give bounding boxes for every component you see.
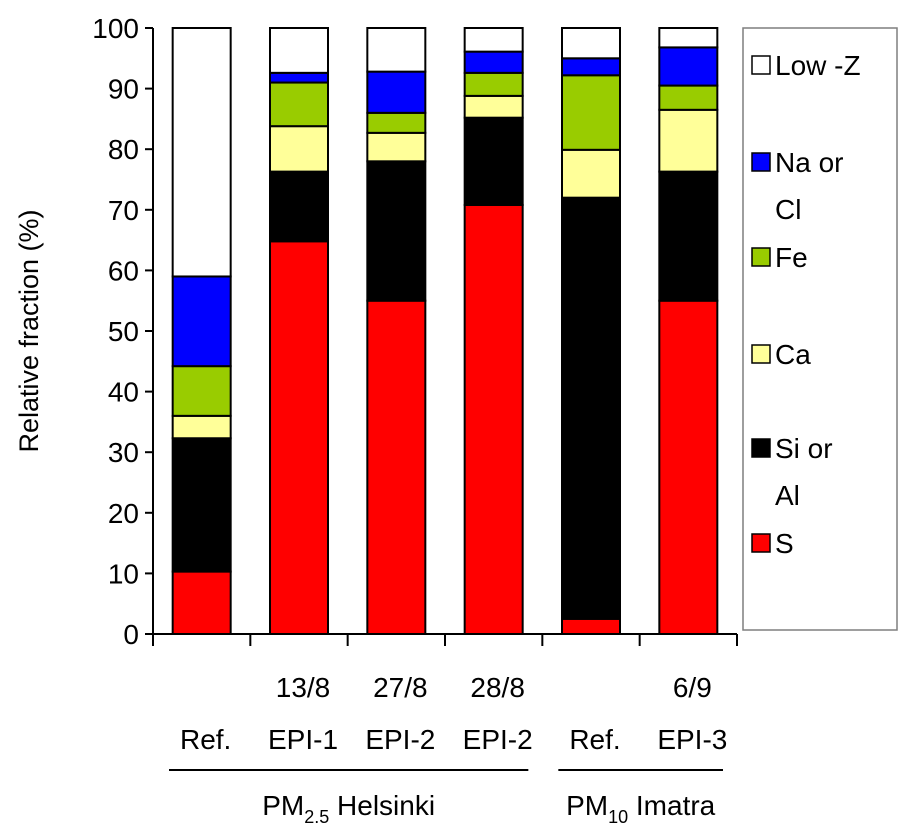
legend-label-na-or-cl: Cl: [775, 194, 801, 225]
y-tick-label: 90: [108, 74, 139, 105]
bar-segment-low-z-5: [658, 27, 719, 49]
bar-segment-ca-3: [463, 94, 524, 119]
y-tick-label: 0: [123, 619, 139, 650]
y-tick-label: 10: [108, 558, 139, 589]
y-tick-label: 60: [108, 255, 139, 286]
legend-box: [742, 27, 898, 631]
legend-swatch-s: [751, 533, 771, 553]
x-tick-label: EPI-3: [657, 724, 727, 755]
legend-label-si-or-al: Al: [775, 480, 800, 511]
group-label: PM10 Imatra: [566, 790, 716, 827]
x-tick-label: EPI-2: [365, 724, 435, 755]
bar-segment-low-z-3: [463, 27, 524, 53]
y-tick-label: 80: [108, 134, 139, 165]
bar-segment-fe-1: [269, 81, 329, 128]
bar-segment-fe-5: [658, 84, 719, 111]
legend: Low -Z Na or Cl Fe Ca Si or Al S: [742, 27, 898, 631]
bar-segment-s-0: [171, 570, 232, 636]
bar-segment-fe-4: [561, 74, 621, 151]
bars-layer: [171, 27, 719, 636]
legend-label-fe: Fe: [775, 242, 808, 273]
x-tick-label: EPI-2: [463, 724, 533, 755]
bar-segment-ca-0: [171, 414, 232, 440]
bar-segment-ca-1: [269, 125, 329, 173]
bar-segment-ca-2: [366, 131, 427, 163]
bar-segment-si-or-al-0: [171, 437, 232, 573]
legend-label-ca: Ca: [775, 339, 811, 370]
bar-segment-na-or-cl-5: [658, 46, 719, 87]
x-tick-date-label: 6/9: [673, 672, 712, 703]
bar-segment-low-z-1: [269, 27, 329, 74]
y-tick-label: 70: [108, 195, 139, 226]
y-axis-title: Relative fraction (%): [14, 209, 44, 452]
bar-segment-na-or-cl-0: [171, 275, 232, 368]
bar-segment-si-or-al-1: [269, 170, 329, 243]
y-tick-label: 40: [108, 377, 139, 408]
bar-segment-si-or-al-2: [366, 160, 427, 302]
bar-segment-na-or-cl-2: [366, 70, 427, 114]
legend-label-na-or-cl: Na or: [775, 147, 843, 178]
bar-segment-si-or-al-4: [561, 196, 621, 620]
x-labels-layer: Ref. 13/8 EPI-1 27/8 EPI-2 28/8 EPI-2 Ref. 6/9 EP…: [180, 672, 727, 755]
bar-segment-low-z-2: [366, 27, 427, 73]
x-tick-date-label: 28/8: [470, 672, 525, 703]
legend-swatch-low-z: [751, 55, 771, 75]
bar-segment-s-1: [269, 240, 329, 635]
bar-segment-si-or-al-3: [463, 116, 524, 206]
x-tick-label: Ref.: [569, 724, 620, 755]
legend-label-si-or-al: Si or: [775, 433, 833, 464]
legend-swatch-fe: [751, 247, 771, 267]
group-labels-layer: PM2.5 Helsinki PM10 Imatra: [169, 769, 723, 827]
legend-swatch-na-or-cl: [751, 152, 771, 172]
bar-segment-si-or-al-5: [658, 170, 719, 302]
bar-segment-fe-0: [171, 365, 232, 417]
legend-label-s: S: [775, 528, 794, 559]
bar-segment-s-5: [658, 299, 719, 635]
bar-segment-ca-5: [658, 108, 719, 173]
bar-segment-s-3: [463, 203, 524, 635]
legend-swatch-si-or-al: [751, 438, 771, 458]
bar-segment-ca-4: [561, 148, 621, 199]
axis-layer: 0 10 20 30 40 50 60 70 80 90 100: [92, 13, 738, 650]
bar-segment-fe-2: [366, 111, 427, 134]
group-label: PM2.5 Helsinki: [262, 790, 435, 827]
y-tick-label: 100: [92, 13, 139, 44]
bar-segment-na-or-cl-3: [463, 50, 524, 74]
x-tick-label: Ref.: [180, 724, 231, 755]
bar-segment-s-4: [561, 617, 621, 635]
bar-segment-fe-3: [463, 71, 524, 97]
bar-segment-na-or-cl-4: [561, 57, 621, 77]
x-tick-date-label: 27/8: [373, 672, 428, 703]
x-tick-date-label: 13/8: [276, 672, 331, 703]
y-tick-label: 50: [108, 316, 139, 347]
bar-segment-low-z-0: [171, 27, 232, 278]
legend-label-low-z: Low -Z: [775, 50, 861, 81]
bar-segment-na-or-cl-1: [269, 71, 329, 84]
y-tick-label: 20: [108, 498, 139, 529]
x-tick-label: EPI-1: [268, 724, 338, 755]
legend-swatch-ca: [751, 344, 771, 364]
bar-segment-s-2: [366, 299, 427, 635]
y-tick-label: 30: [108, 437, 139, 468]
bar-segment-low-z-4: [561, 27, 621, 60]
